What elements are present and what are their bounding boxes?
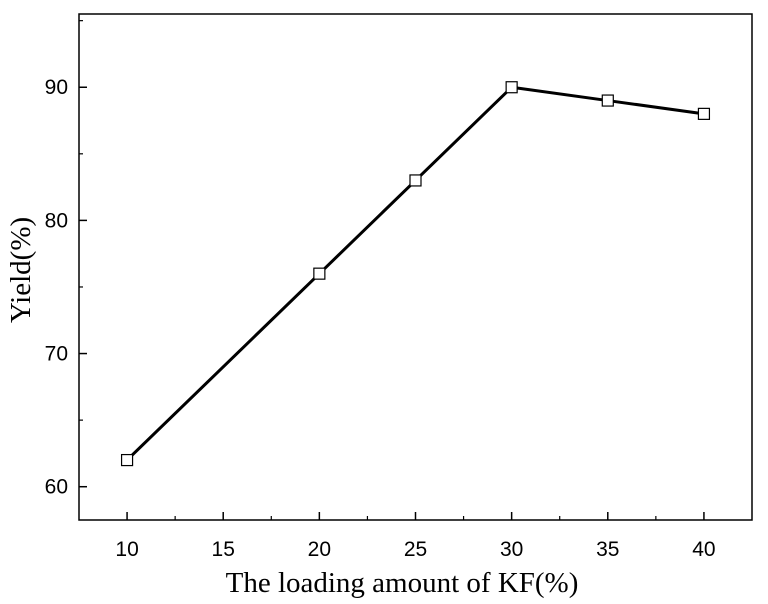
plot-frame <box>78 13 753 521</box>
data-point-marker <box>697 107 711 120</box>
x-tick-label: 40 <box>692 538 715 561</box>
tick-labels: 10 15 20 25 30 35 40 60 70 80 90 <box>45 76 716 561</box>
y-tick-label: 60 <box>45 476 68 499</box>
x-tick-label: 30 <box>500 538 523 561</box>
data-point-marker <box>409 174 422 187</box>
data-point-marker <box>313 267 326 280</box>
x-tick-label: 25 <box>404 538 427 561</box>
y-tick-label: 90 <box>45 76 68 99</box>
series-line <box>126 85 705 462</box>
x-tick-label: 15 <box>212 538 235 561</box>
data-point-marker <box>601 94 614 107</box>
x-tick-label: 35 <box>596 538 619 561</box>
plot-area <box>78 13 753 521</box>
data-point-marker <box>505 81 518 94</box>
y-tick-label: 70 <box>45 343 68 366</box>
y-tick-label: 80 <box>45 209 68 232</box>
x-axis-title: The loading amount of KF(%) <box>226 567 579 599</box>
series-layer <box>120 81 711 467</box>
x-tick-label: 10 <box>115 538 138 561</box>
y-axis-title: Yield(%) <box>5 217 37 323</box>
x-tick-label: 20 <box>308 538 331 561</box>
axis-ticks <box>79 20 705 520</box>
data-point-marker <box>120 453 134 467</box>
